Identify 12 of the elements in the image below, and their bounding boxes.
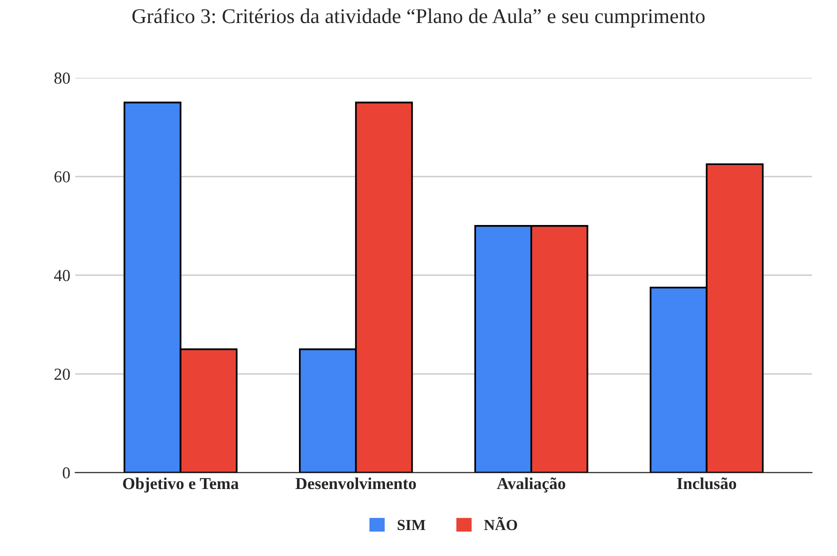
x-tick-label: Inclusão bbox=[677, 477, 736, 490]
y-tick-label: 80 bbox=[54, 72, 70, 84]
legend-label: NÃO bbox=[484, 516, 518, 530]
y-tick-label: 0 bbox=[62, 467, 70, 479]
x-tick-label: Objetivo e Tema bbox=[123, 477, 239, 493]
x-tick-label: Desenvolvimento bbox=[296, 477, 416, 490]
y-tick-label: 20 bbox=[54, 368, 70, 380]
chart-title: Gráfico 3: Critérios da atividade “Plano de Aula” e seu cumprimento bbox=[132, 8, 705, 28]
y-tick-label: 40 bbox=[54, 270, 70, 282]
x-tick-label: Avaliação bbox=[496, 477, 566, 492]
y-tick-label: 60 bbox=[54, 171, 70, 182]
legend-label: SIM bbox=[398, 520, 426, 530]
